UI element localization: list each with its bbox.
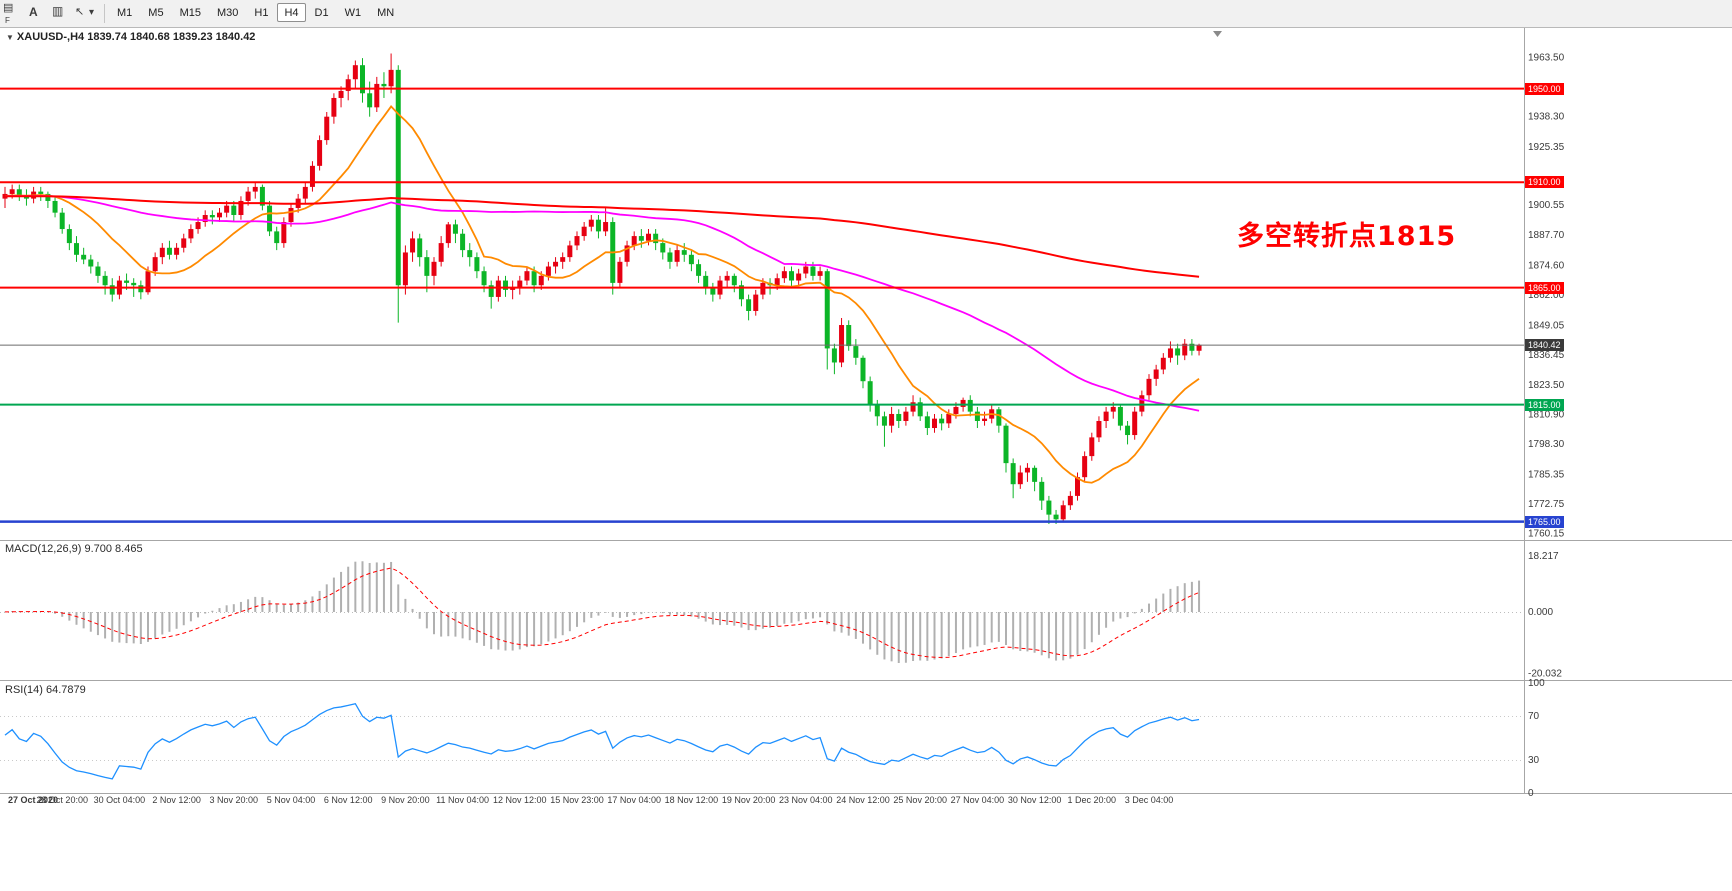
svg-text:30: 30 <box>1528 755 1540 766</box>
timeframe-button-m15[interactable]: M15 <box>173 3 208 22</box>
svg-text:0: 0 <box>1528 788 1534 799</box>
svg-text:1925.35: 1925.35 <box>1528 142 1565 153</box>
price-badge-1950.00: 1950.00 <box>1525 82 1564 95</box>
svg-text:1849.05: 1849.05 <box>1528 320 1565 331</box>
chart-ohlc-title: ▼ XAUUSD-,H4 1839.74 1840.68 1839.23 1840… <box>6 31 255 43</box>
svg-text:30 Oct 04:00: 30 Oct 04:00 <box>94 795 146 805</box>
f-key-label: F <box>5 16 10 25</box>
svg-text:1874.60: 1874.60 <box>1528 261 1565 272</box>
svg-text:1823.50: 1823.50 <box>1528 380 1565 391</box>
svg-text:25 Nov 20:00: 25 Nov 20:00 <box>893 795 947 805</box>
chart-list-icon[interactable]: ▤ <box>3 2 14 14</box>
svg-text:9 Nov 20:00: 9 Nov 20:00 <box>381 795 430 805</box>
svg-text:100: 100 <box>1528 678 1545 689</box>
svg-text:28 Oct 20:00: 28 Oct 20:00 <box>36 795 88 805</box>
svg-text:12 Nov 12:00: 12 Nov 12:00 <box>493 795 547 805</box>
toolbar: ▤ F A ▥ ↖ ▾ M1 M5 M15 M30 H1 H4 D1 W1 MN <box>0 0 1732 28</box>
svg-text:1760.15: 1760.15 <box>1528 529 1565 540</box>
price-badge-1765.00: 1765.00 <box>1525 515 1564 528</box>
timeframe-button-mn[interactable]: MN <box>370 3 401 22</box>
svg-text:27 Oct 2020: 27 Oct 2020 <box>8 795 58 805</box>
svg-text:1900.55: 1900.55 <box>1528 200 1565 211</box>
svg-text:17 Nov 04:00: 17 Nov 04:00 <box>607 795 661 805</box>
price-badge-1910.00: 1910.00 <box>1525 176 1564 189</box>
symbol-dropdown-icon[interactable]: ▼ <box>6 33 14 42</box>
timeframe-bar: M1 M5 M15 M30 H1 H4 D1 W1 MN <box>110 3 401 22</box>
timeframe-button-h1[interactable]: H1 <box>247 3 275 22</box>
svg-text:3 Nov 20:00: 3 Nov 20:00 <box>210 795 259 805</box>
cursor-tool-icon[interactable]: ↖ <box>75 6 85 18</box>
svg-text:23 Nov 04:00: 23 Nov 04:00 <box>779 795 833 805</box>
timeframe-button-m5[interactable]: M5 <box>141 3 170 22</box>
current-price-badge: 1840.42 <box>1525 339 1564 352</box>
svg-text:6 Nov 12:00: 6 Nov 12:00 <box>324 795 373 805</box>
svg-text:0.000: 0.000 <box>1528 607 1553 618</box>
svg-text:3 Dec 04:00: 3 Dec 04:00 <box>1125 795 1174 805</box>
svg-text:1 Dec 20:00: 1 Dec 20:00 <box>1068 795 1117 805</box>
svg-text:5 Nov 04:00: 5 Nov 04:00 <box>267 795 316 805</box>
timeframe-button-d1[interactable]: D1 <box>308 3 336 22</box>
svg-text:1810.90: 1810.90 <box>1528 410 1565 421</box>
rsi-indicator-label: RSI(14) 64.7879 <box>5 684 86 696</box>
svg-text:1772.75: 1772.75 <box>1528 499 1565 510</box>
svg-text:24 Nov 12:00: 24 Nov 12:00 <box>836 795 890 805</box>
macd-indicator-label: MACD(12,26,9) 9.700 8.465 <box>5 543 143 555</box>
toolbar-separator <box>104 4 105 23</box>
timeframe-button-h4[interactable]: H4 <box>277 3 306 22</box>
svg-text:1887.70: 1887.70 <box>1528 230 1565 241</box>
dropdown-caret-icon[interactable]: ▾ <box>89 7 95 18</box>
svg-text:70: 70 <box>1528 711 1540 722</box>
svg-text:11 Nov 04:00: 11 Nov 04:00 <box>436 795 489 805</box>
svg-text:19 Nov 20:00: 19 Nov 20:00 <box>722 795 776 805</box>
timeframe-button-m1[interactable]: M1 <box>110 3 139 22</box>
svg-text:1938.30: 1938.30 <box>1528 111 1565 122</box>
svg-text:27 Nov 04:00: 27 Nov 04:00 <box>951 795 1005 805</box>
svg-text:1836.45: 1836.45 <box>1528 350 1565 361</box>
timeframe-button-w1[interactable]: W1 <box>338 3 369 22</box>
svg-text:30 Nov 12:00: 30 Nov 12:00 <box>1008 795 1062 805</box>
svg-text:1785.35: 1785.35 <box>1528 470 1565 481</box>
object-tool-icon[interactable]: ▥ <box>52 4 64 18</box>
svg-text:18.217: 18.217 <box>1528 551 1559 562</box>
price-badge-1815.00: 1815.00 <box>1525 398 1564 411</box>
timeframe-button-m30[interactable]: M30 <box>210 3 245 22</box>
svg-text:15 Nov 23:00: 15 Nov 23:00 <box>550 795 604 805</box>
chart-text-annotation: 多空转折点1815 <box>1237 221 1457 252</box>
svg-text:2 Nov 12:00: 2 Nov 12:00 <box>152 795 201 805</box>
text-annotation-icon[interactable]: A <box>29 5 38 19</box>
svg-text:1798.30: 1798.30 <box>1528 439 1565 450</box>
svg-text:1862.00: 1862.00 <box>1528 290 1565 301</box>
chart-title-text: XAUUSD-,H4 1839.74 1840.68 1839.23 1840.… <box>16 31 256 43</box>
svg-text:-20.032: -20.032 <box>1528 669 1562 680</box>
svg-text:18 Nov 12:00: 18 Nov 12:00 <box>665 795 719 805</box>
price-badge-1865.00: 1865.00 <box>1525 281 1564 294</box>
svg-text:1963.50: 1963.50 <box>1528 53 1565 64</box>
